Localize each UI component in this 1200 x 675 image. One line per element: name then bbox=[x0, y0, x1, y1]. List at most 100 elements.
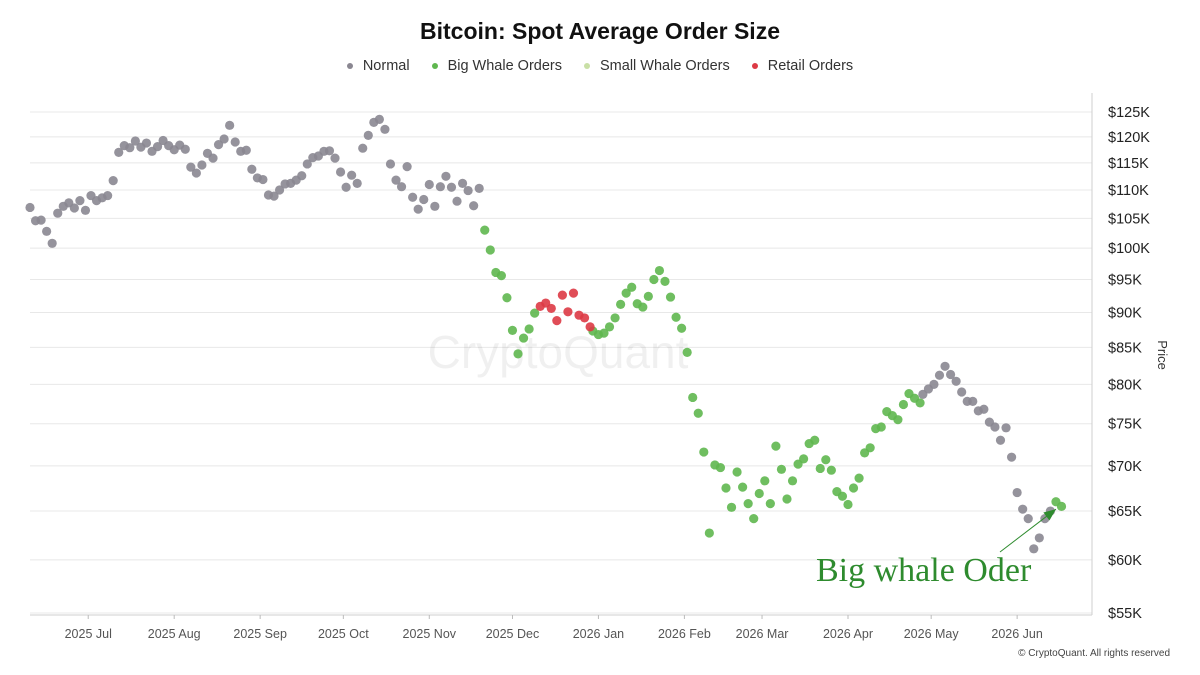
point-retail-orders bbox=[579, 313, 590, 323]
point-normal bbox=[929, 379, 939, 389]
legend-item-small-whale[interactable]: Small Whale Orders bbox=[584, 58, 730, 74]
point-big-whale-orders bbox=[787, 476, 798, 486]
point-big-whale-orders bbox=[854, 473, 864, 483]
point-big-whale-orders bbox=[699, 447, 709, 457]
point-big-whale-orders bbox=[688, 392, 698, 403]
point-big-whale-orders bbox=[616, 299, 626, 309]
legend-label-big-whale: Big Whale Orders bbox=[447, 58, 562, 74]
point-big-whale-orders bbox=[643, 291, 653, 302]
data-points bbox=[25, 114, 1067, 554]
point-normal bbox=[968, 396, 978, 406]
point-normal bbox=[341, 182, 351, 192]
point-big-whale-orders bbox=[530, 308, 540, 318]
y-tick-label: $70K bbox=[1108, 459, 1142, 475]
point-big-whale-orders bbox=[754, 488, 764, 499]
point-big-whale-orders bbox=[826, 465, 836, 475]
point-big-whale-orders bbox=[507, 325, 518, 335]
point-big-whale-orders bbox=[693, 408, 703, 418]
legend-item-normal[interactable]: Normal bbox=[346, 58, 410, 74]
point-big-whale-orders bbox=[1056, 501, 1067, 511]
x-tick-label: 2026 Feb bbox=[658, 627, 711, 641]
point-big-whale-orders bbox=[604, 322, 615, 332]
point-normal bbox=[42, 226, 52, 236]
point-normal bbox=[990, 422, 1000, 432]
point-normal bbox=[463, 185, 473, 196]
point-normal bbox=[446, 182, 457, 192]
point-normal bbox=[114, 147, 124, 157]
point-normal bbox=[957, 387, 967, 397]
point-normal bbox=[469, 201, 479, 211]
x-tick-label: 2025 Jul bbox=[65, 627, 112, 641]
y-tick-label: $115K bbox=[1108, 156, 1149, 172]
chart-title: Bitcoin: Spot Average Order Size bbox=[420, 18, 780, 44]
point-normal bbox=[945, 369, 956, 380]
point-big-whale-orders bbox=[732, 467, 742, 477]
point-normal bbox=[75, 196, 85, 206]
point-normal bbox=[940, 361, 950, 371]
point-big-whale-orders bbox=[915, 398, 925, 408]
point-normal bbox=[1034, 533, 1044, 543]
point-retail-orders bbox=[546, 303, 556, 314]
legend-label-retail: Retail Orders bbox=[767, 58, 854, 74]
point-big-whale-orders bbox=[799, 454, 809, 464]
point-normal bbox=[363, 130, 373, 140]
point-normal bbox=[391, 175, 401, 185]
legend-marker-normal bbox=[346, 63, 353, 69]
x-tick-label: 2025 Sep bbox=[233, 627, 287, 641]
point-big-whale-orders bbox=[682, 347, 692, 357]
point-retail-orders bbox=[557, 290, 567, 300]
point-big-whale-orders bbox=[782, 494, 792, 504]
point-normal bbox=[47, 238, 57, 248]
x-tick-label: 2025 Dec bbox=[486, 627, 540, 641]
point-normal bbox=[1018, 504, 1028, 514]
point-big-whale-orders bbox=[599, 328, 609, 338]
point-big-whale-orders bbox=[627, 282, 637, 292]
point-normal bbox=[452, 196, 462, 206]
point-normal bbox=[219, 134, 229, 144]
point-normal bbox=[186, 162, 196, 172]
point-big-whale-orders bbox=[610, 313, 620, 323]
point-normal bbox=[374, 114, 384, 124]
point-big-whale-orders bbox=[524, 324, 534, 334]
point-normal bbox=[402, 162, 412, 172]
point-big-whale-orders bbox=[776, 464, 787, 474]
y-tick-label: $85K bbox=[1108, 340, 1142, 356]
y-tick-label: $60K bbox=[1108, 553, 1142, 569]
x-tick-label: 2026 Jan bbox=[573, 627, 624, 641]
point-normal bbox=[141, 138, 152, 148]
point-normal bbox=[419, 194, 429, 205]
point-retail-orders bbox=[552, 316, 562, 326]
point-retail-orders bbox=[568, 288, 579, 298]
y-axis-ticks: $55K $60K $65K $70K $75K $80K $85K $90K $95K $100… bbox=[1108, 105, 1150, 622]
point-normal bbox=[258, 174, 268, 185]
point-big-whale-orders bbox=[765, 498, 775, 509]
point-big-whale-orders bbox=[815, 463, 825, 474]
point-big-whale-orders bbox=[480, 225, 490, 235]
point-big-whale-orders bbox=[660, 276, 670, 287]
legend-label-normal: Normal bbox=[362, 58, 410, 74]
point-big-whale-orders bbox=[715, 462, 726, 473]
point-normal bbox=[125, 143, 135, 153]
point-normal bbox=[1029, 544, 1039, 554]
point-big-whale-orders bbox=[738, 482, 748, 492]
point-normal bbox=[274, 185, 285, 195]
point-normal bbox=[474, 183, 484, 193]
point-normal bbox=[347, 170, 357, 180]
watermark: CryptoQuant bbox=[428, 326, 689, 378]
point-normal bbox=[430, 201, 440, 211]
point-normal bbox=[191, 168, 201, 178]
y-tick-label: $80K bbox=[1108, 377, 1142, 393]
copyright-notice: © CryptoQuant. All rights reserved bbox=[1018, 648, 1170, 659]
point-big-whale-orders bbox=[704, 528, 714, 538]
point-big-whale-orders bbox=[638, 302, 648, 312]
point-normal bbox=[408, 192, 418, 202]
point-normal bbox=[358, 143, 368, 153]
point-normal bbox=[197, 160, 207, 170]
point-big-whale-orders bbox=[898, 399, 909, 410]
point-big-whale-orders bbox=[654, 265, 665, 276]
point-normal bbox=[352, 178, 362, 188]
point-big-whale-orders bbox=[649, 274, 659, 285]
legend-item-big-whale[interactable]: Big Whale Orders bbox=[431, 58, 562, 74]
x-tick-label: 2026 Jun bbox=[991, 627, 1042, 641]
legend-item-retail[interactable]: Retail Orders bbox=[751, 58, 854, 74]
